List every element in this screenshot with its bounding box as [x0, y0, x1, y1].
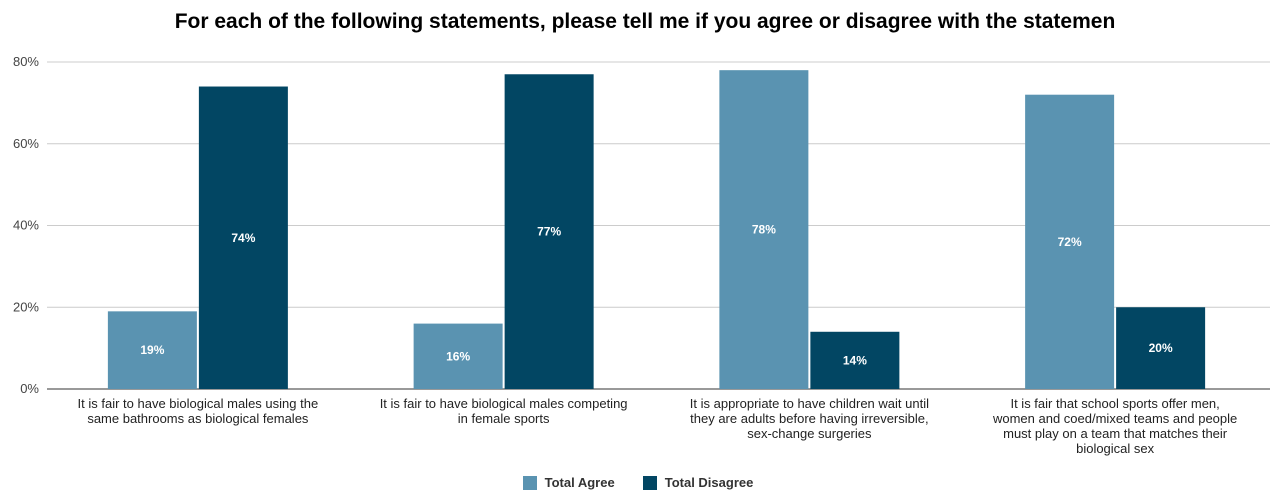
- bar-agree[interactable]: [719, 70, 809, 390]
- legend-label-agree: Total Agree: [544, 475, 615, 490]
- x-category-label: they are adults before having irreversib…: [690, 411, 928, 426]
- legend-item-disagree[interactable]: Total Disagree: [642, 475, 754, 490]
- legend-label-disagree: Total Disagree: [664, 475, 754, 490]
- bar-disagree[interactable]: [810, 331, 900, 389]
- bar-disagree[interactable]: [1116, 307, 1206, 389]
- x-category-label: in female sports: [458, 411, 550, 426]
- data-label: 77%: [537, 225, 561, 239]
- legend-item-agree[interactable]: Total Agree: [522, 475, 615, 490]
- data-label: 72%: [1058, 235, 1082, 249]
- data-label: 20%: [1149, 341, 1173, 355]
- bar-agree[interactable]: [413, 323, 503, 389]
- chart-title: For each of the following statements, pl…: [174, 10, 1116, 33]
- data-label: 74%: [231, 231, 255, 245]
- bars: [107, 70, 1206, 390]
- data-label: 19%: [140, 343, 164, 357]
- x-category-label: same bathrooms as biological females: [87, 411, 309, 426]
- data-label: 78%: [752, 223, 776, 237]
- y-tick-label: 60%: [13, 136, 39, 151]
- y-tick-label: 40%: [13, 218, 39, 233]
- bar-agree[interactable]: [1025, 94, 1115, 389]
- x-category-label: It is appropriate to have children wait …: [690, 396, 929, 411]
- data-label: 14%: [843, 353, 867, 367]
- data-label: 16%: [446, 349, 470, 363]
- x-category-label: women and coed/mixed teams and people: [992, 411, 1237, 426]
- category-labels: It is fair to have biological males usin…: [78, 396, 1238, 456]
- x-category-label: sex-change surgeries: [747, 426, 872, 441]
- data-labels: 19% 74% 16% 77% 78% 14% 72% 20%: [140, 223, 1173, 368]
- legend: Total Agree Total Disagree: [0, 475, 1276, 490]
- y-axis-ticks: 0% 20% 40% 60% 80%: [13, 54, 39, 396]
- x-category-label: It is fair to have biological males usin…: [78, 396, 319, 411]
- x-category-label: It is fair that school sports offer men,: [1010, 396, 1219, 411]
- legend-swatch-disagree: [642, 475, 657, 490]
- legend-swatch-agree: [522, 475, 537, 490]
- x-category-label: biological sex: [1076, 441, 1155, 456]
- bar-disagree[interactable]: [198, 86, 288, 390]
- bar-agree[interactable]: [107, 311, 197, 389]
- bar-disagree[interactable]: [504, 74, 594, 389]
- y-tick-label: 20%: [13, 299, 39, 314]
- x-category-label: must play on a team that matches their: [1003, 426, 1228, 441]
- y-tick-label: 0%: [20, 381, 39, 396]
- y-tick-label: 80%: [13, 54, 39, 69]
- x-category-label: It is fair to have biological males comp…: [380, 396, 628, 411]
